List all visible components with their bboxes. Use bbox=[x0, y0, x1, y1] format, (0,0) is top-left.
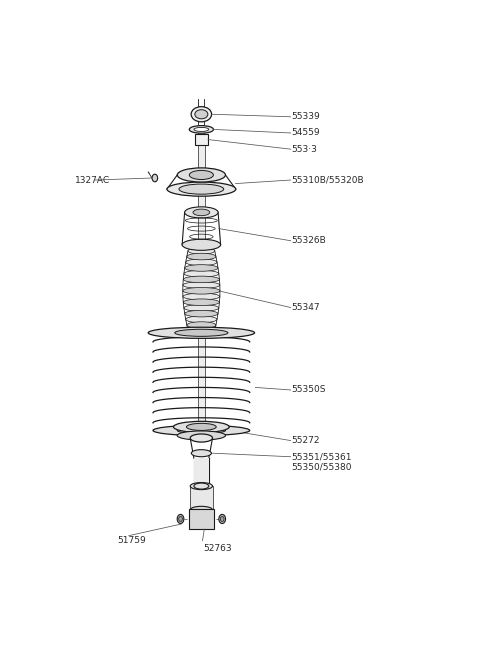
Text: 55272: 55272 bbox=[292, 436, 320, 445]
Ellipse shape bbox=[185, 310, 218, 317]
Ellipse shape bbox=[184, 271, 219, 277]
Ellipse shape bbox=[179, 516, 182, 522]
Text: 55347: 55347 bbox=[292, 303, 320, 312]
Ellipse shape bbox=[184, 305, 219, 311]
Ellipse shape bbox=[187, 322, 216, 328]
Text: 51759: 51759 bbox=[118, 536, 146, 545]
Ellipse shape bbox=[177, 427, 226, 434]
Ellipse shape bbox=[177, 431, 226, 440]
Bar bbox=[190, 486, 213, 510]
Text: 55310B/55320B: 55310B/55320B bbox=[292, 175, 364, 185]
Ellipse shape bbox=[183, 293, 220, 300]
Ellipse shape bbox=[188, 248, 215, 254]
Ellipse shape bbox=[219, 514, 226, 524]
Text: 55339: 55339 bbox=[292, 112, 321, 122]
Ellipse shape bbox=[175, 329, 228, 336]
Text: 54559: 54559 bbox=[292, 129, 320, 137]
Ellipse shape bbox=[152, 174, 157, 182]
Bar bbox=[189, 509, 214, 529]
Ellipse shape bbox=[186, 316, 217, 323]
Ellipse shape bbox=[188, 327, 215, 334]
Ellipse shape bbox=[148, 327, 254, 338]
Ellipse shape bbox=[186, 423, 216, 430]
Ellipse shape bbox=[189, 125, 214, 133]
Ellipse shape bbox=[194, 483, 209, 489]
Ellipse shape bbox=[190, 434, 213, 442]
Ellipse shape bbox=[192, 449, 211, 457]
Ellipse shape bbox=[185, 207, 218, 218]
Ellipse shape bbox=[189, 170, 214, 179]
Ellipse shape bbox=[183, 299, 219, 306]
Ellipse shape bbox=[183, 282, 220, 288]
Text: 553·3: 553·3 bbox=[292, 145, 318, 154]
Text: 52763: 52763 bbox=[203, 544, 232, 553]
Ellipse shape bbox=[183, 288, 220, 294]
Bar bbox=[198, 145, 204, 436]
Text: 55326B: 55326B bbox=[292, 237, 326, 245]
Ellipse shape bbox=[177, 168, 226, 182]
Ellipse shape bbox=[179, 184, 224, 194]
Ellipse shape bbox=[186, 259, 217, 265]
Ellipse shape bbox=[183, 276, 219, 283]
Ellipse shape bbox=[194, 127, 209, 131]
Text: 1327AC: 1327AC bbox=[75, 175, 110, 185]
Ellipse shape bbox=[177, 514, 184, 524]
Ellipse shape bbox=[167, 182, 236, 196]
Text: 55350S: 55350S bbox=[292, 386, 326, 394]
Bar bbox=[194, 459, 209, 486]
Ellipse shape bbox=[187, 253, 216, 260]
Ellipse shape bbox=[182, 239, 221, 250]
Text: 55350/55380: 55350/55380 bbox=[292, 463, 352, 471]
Ellipse shape bbox=[193, 209, 210, 215]
Ellipse shape bbox=[190, 482, 213, 489]
Ellipse shape bbox=[190, 507, 213, 513]
Text: 55351/55361: 55351/55361 bbox=[292, 452, 352, 461]
Ellipse shape bbox=[173, 421, 229, 432]
Ellipse shape bbox=[153, 425, 250, 436]
Bar bbox=[195, 135, 208, 145]
Ellipse shape bbox=[185, 265, 218, 271]
Ellipse shape bbox=[191, 106, 212, 122]
Ellipse shape bbox=[220, 516, 224, 522]
Ellipse shape bbox=[195, 110, 208, 119]
